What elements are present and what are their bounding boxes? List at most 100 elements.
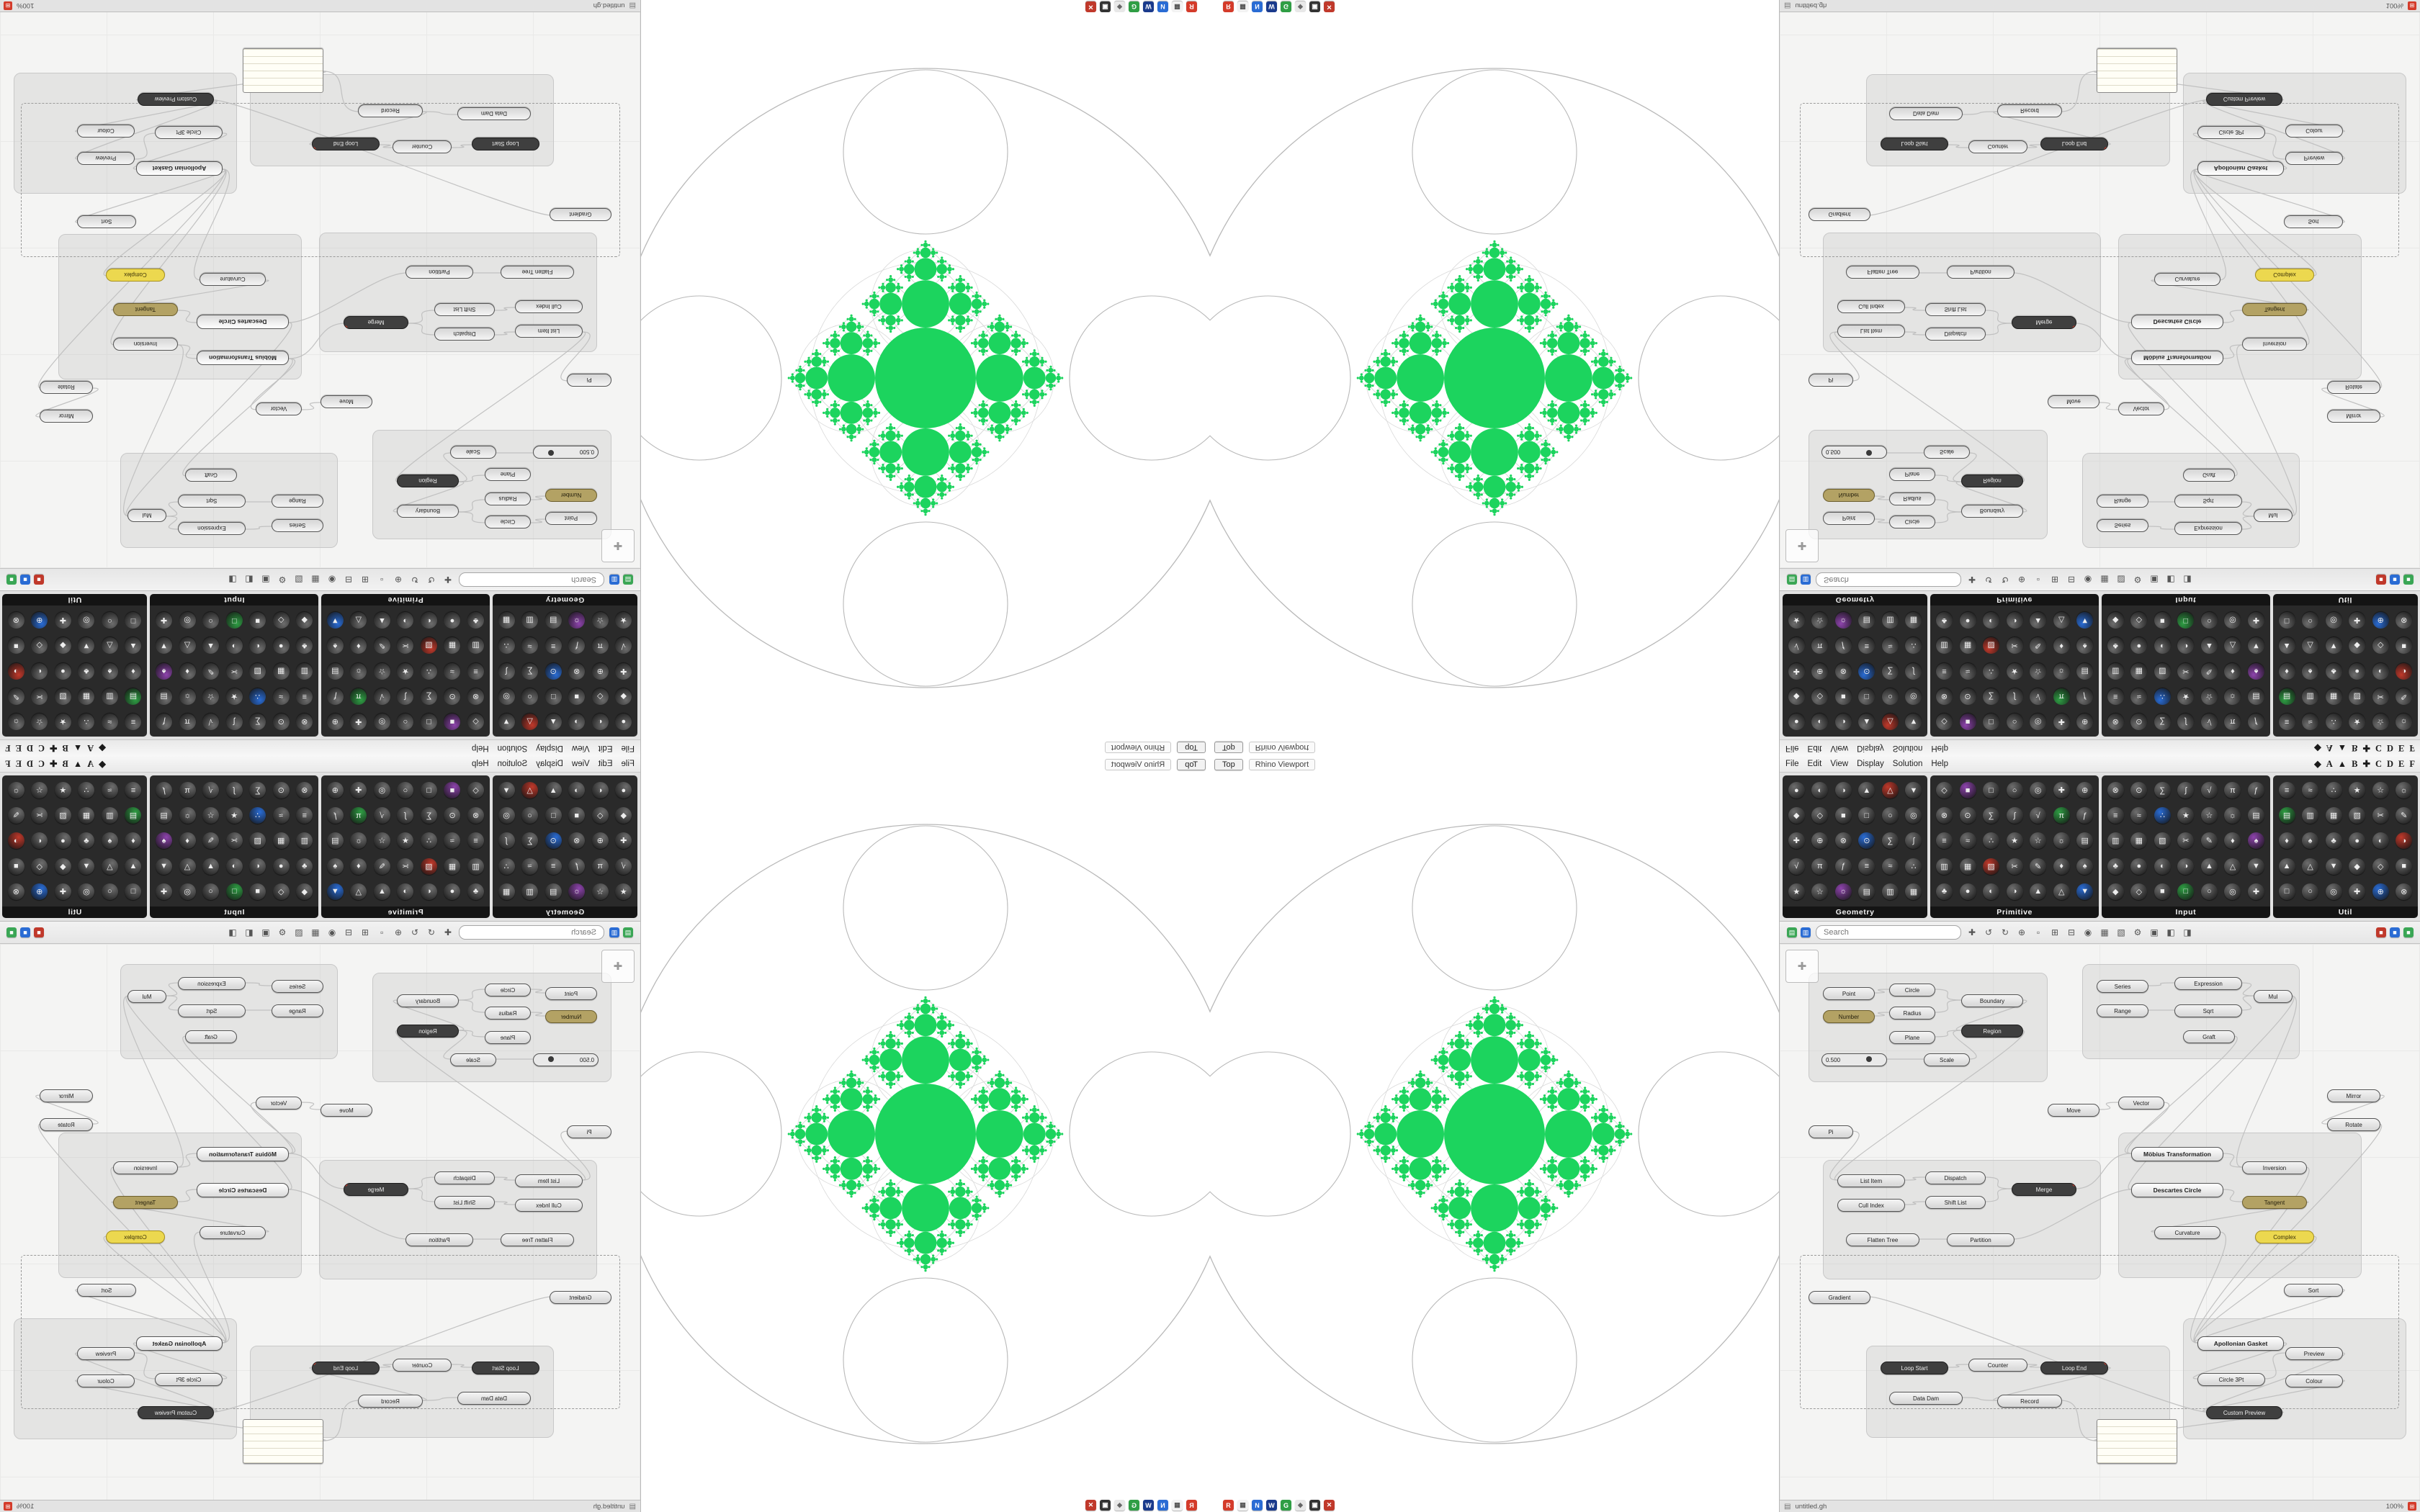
- component-icon[interactable]: △: [2053, 612, 2070, 629]
- gh-node[interactable]: Flatten Tree: [1846, 1233, 1919, 1246]
- component-icon[interactable]: ○: [2006, 782, 2023, 799]
- component-icon[interactable]: ◐: [31, 662, 48, 680]
- category-tab[interactable]: D: [26, 743, 34, 754]
- gh-node[interactable]: Circle 3Pt: [2197, 126, 2265, 139]
- component-icon[interactable]: △: [101, 858, 118, 875]
- component-icon[interactable]: □: [125, 883, 142, 900]
- component-icon[interactable]: ■: [1834, 807, 1852, 824]
- toolbar-icon[interactable]: ◧: [2166, 927, 2175, 937]
- component-icon[interactable]: ✎: [7, 688, 24, 705]
- component-icon[interactable]: ▤: [2076, 832, 2094, 850]
- component-icon[interactable]: ◎: [2325, 612, 2342, 629]
- component-icon[interactable]: π: [2224, 713, 2241, 730]
- component-icon[interactable]: ⊕: [591, 662, 609, 680]
- app-icon-dark[interactable]: ▣: [1309, 1500, 1320, 1511]
- component-icon[interactable]: ✂: [397, 637, 414, 654]
- menu-item-view[interactable]: View: [1830, 760, 1849, 768]
- component-icon[interactable]: ☆: [31, 713, 48, 730]
- component-icon[interactable]: ◆: [2349, 637, 2366, 654]
- viewport-tab-top[interactable]: Top: [1214, 742, 1243, 753]
- component-icon[interactable]: ▦: [1959, 637, 1976, 654]
- component-icon[interactable]: ∴: [1905, 858, 1922, 875]
- component-icon[interactable]: ○: [101, 883, 118, 900]
- component-icon[interactable]: ♣: [78, 832, 95, 850]
- component-icon[interactable]: ●: [615, 713, 632, 730]
- component-icon[interactable]: ●: [2349, 832, 2366, 850]
- component-icon[interactable]: ∴: [249, 688, 266, 705]
- component-icon[interactable]: ∫: [2177, 713, 2195, 730]
- app-icon-crimson[interactable]: ✕: [1324, 1, 1335, 12]
- component-icon[interactable]: ≈: [2130, 688, 2148, 705]
- component-icon[interactable]: ★: [225, 688, 243, 705]
- app-icon-crimson[interactable]: ✕: [1085, 1500, 1096, 1511]
- component-icon[interactable]: □: [1858, 688, 1876, 705]
- node-canvas[interactable]: ✚ Point Number Circle Radius Boundary Plane Re…: [0, 944, 640, 1500]
- component-icon[interactable]: ◐: [2372, 832, 2389, 850]
- menu-item-display[interactable]: Display: [1857, 760, 1884, 768]
- gh-node[interactable]: Expression: [178, 977, 246, 990]
- component-icon[interactable]: ☆: [591, 883, 609, 900]
- gh-node[interactable]: Boundary: [397, 505, 459, 518]
- gh-node[interactable]: Inversion: [113, 1161, 178, 1174]
- component-icon[interactable]: ▥: [2107, 832, 2124, 850]
- component-icon[interactable]: ⊙: [1959, 688, 1976, 705]
- toolbar-icon[interactable]: ⊞: [2051, 927, 2059, 937]
- component-icon[interactable]: ◑: [2006, 883, 2023, 900]
- gh-node[interactable]: Point: [1823, 512, 1875, 525]
- gh-node[interactable]: Record: [1997, 104, 2062, 117]
- toolbar-icon[interactable]: ▦: [2100, 927, 2109, 937]
- component-icon[interactable]: ⊕: [326, 713, 344, 730]
- component-icon[interactable]: ▲: [2278, 637, 2295, 654]
- component-icon[interactable]: ◎: [78, 883, 95, 900]
- component-icon[interactable]: ◇: [272, 612, 290, 629]
- component-icon[interactable]: ≈: [2302, 782, 2319, 799]
- component-icon[interactable]: ◇: [1811, 807, 1829, 824]
- category-tab[interactable]: F: [5, 758, 11, 769]
- gh-node[interactable]: Flatten Tree: [501, 266, 574, 279]
- component-icon[interactable]: ◑: [568, 782, 586, 799]
- component-icon[interactable]: ☆: [31, 782, 48, 799]
- component-icon[interactable]: ☆: [2200, 807, 2218, 824]
- toolbar-icon[interactable]: ▫: [2036, 575, 2040, 585]
- category-tab[interactable]: E: [2398, 743, 2405, 754]
- component-icon[interactable]: ☆: [373, 832, 390, 850]
- preview-blue-icon[interactable]: ■: [2390, 927, 2400, 937]
- component-icon[interactable]: ◆: [296, 612, 313, 629]
- gh-node[interactable]: Number: [545, 1010, 597, 1023]
- menu-item-file[interactable]: File: [621, 744, 635, 752]
- toolbar-icon[interactable]: ◉: [2084, 575, 2092, 585]
- component-icon[interactable]: ∴: [2154, 688, 2171, 705]
- component-icon[interactable]: ☼: [568, 883, 586, 900]
- component-icon[interactable]: ♣: [2325, 832, 2342, 850]
- component-icon[interactable]: ▧: [2349, 688, 2366, 705]
- component-icon[interactable]: √: [615, 858, 632, 875]
- component-icon[interactable]: ▧: [249, 662, 266, 680]
- component-icon[interactable]: ƒ: [568, 637, 586, 654]
- component-icon[interactable]: ●: [615, 782, 632, 799]
- component-icon[interactable]: ⊕: [1811, 662, 1829, 680]
- component-icon[interactable]: ∫: [2006, 807, 2023, 824]
- component-icon[interactable]: ∫: [1905, 662, 1922, 680]
- component-icon[interactable]: ◆: [296, 883, 313, 900]
- component-icon[interactable]: ☼: [2053, 832, 2070, 850]
- component-icon[interactable]: ∴: [1983, 832, 2000, 850]
- component-icon[interactable]: ✂: [2177, 662, 2195, 680]
- gh-node[interactable]: Tangent: [113, 303, 178, 316]
- component-icon[interactable]: ∑: [1881, 662, 1899, 680]
- component-icon[interactable]: ƒ: [1834, 858, 1852, 875]
- component-icon[interactable]: ✚: [156, 612, 173, 629]
- component-icon[interactable]: ○: [2200, 612, 2218, 629]
- component-icon[interactable]: ◎: [1905, 807, 1922, 824]
- toolbar-icon[interactable]: ⊟: [2067, 575, 2076, 585]
- category-tab[interactable]: B: [62, 743, 68, 754]
- component-icon[interactable]: ●: [2130, 637, 2148, 654]
- component-icon[interactable]: △: [521, 782, 539, 799]
- component-icon[interactable]: ♦: [350, 858, 367, 875]
- component-icon[interactable]: ♣: [2107, 858, 2124, 875]
- toolbar-icon[interactable]: ⊟: [344, 575, 353, 585]
- component-icon[interactable]: ▤: [544, 612, 562, 629]
- component-icon[interactable]: ■: [2396, 858, 2413, 875]
- component-icon[interactable]: π: [179, 782, 196, 799]
- component-icon[interactable]: ◐: [2372, 662, 2389, 680]
- gh-node[interactable]: Merge✕: [344, 1183, 408, 1196]
